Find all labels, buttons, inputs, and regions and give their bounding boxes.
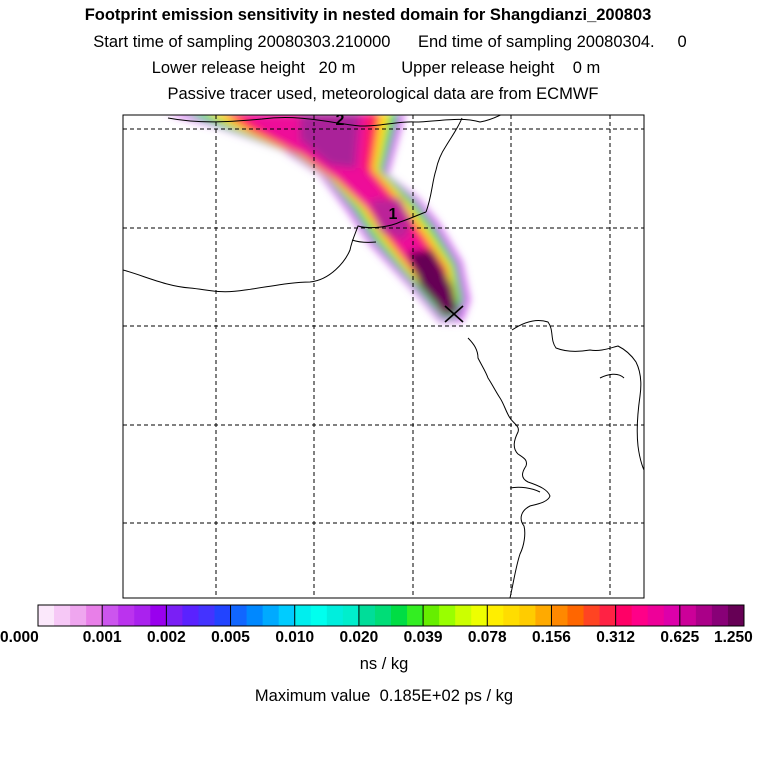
colorbar-cell — [583, 605, 601, 626]
colorbar-cell — [54, 605, 71, 626]
colorbar-tick-label: 0.000 — [0, 629, 39, 646]
colorbar-cell — [198, 605, 215, 626]
plume-core-mid — [370, 198, 412, 240]
colorbar-cell — [647, 605, 665, 626]
colorbar-cell — [487, 605, 504, 626]
colorbar-tick-label: 0.078 — [467, 629, 507, 646]
coastlines — [123, 115, 644, 598]
colorbar-units: ns / kg — [359, 655, 409, 673]
colorbar-cell — [535, 605, 552, 626]
colorbar-cell — [102, 605, 119, 626]
contour-label-1: 1 — [389, 206, 398, 223]
contour-label-2: 2 — [336, 112, 345, 129]
colorbar-tick-label: 0.002 — [146, 629, 186, 646]
colorbar-cell — [342, 605, 360, 626]
colorbar-cell — [503, 605, 520, 626]
colorbar-tick-label: 0.039 — [403, 629, 443, 646]
release-height-line: Lower release height 20 m Upper release … — [151, 59, 601, 77]
colorbar-cell — [599, 605, 617, 626]
colorbar-cell — [118, 605, 135, 626]
plume-core-south — [408, 250, 458, 316]
map-frame — [122, 114, 645, 599]
plume-band-low — [172, 115, 470, 322]
colorbar-cell — [567, 605, 585, 626]
lat-lon-grid — [123, 115, 644, 598]
colorbar-cell — [182, 605, 199, 626]
colorbar-cell — [407, 605, 424, 626]
colorbar-cell — [471, 605, 488, 626]
colorbar-cell — [615, 605, 633, 626]
colorbar-tick-label: 1.250 — [714, 629, 753, 646]
colorbar-cell — [278, 605, 296, 626]
colorbar-cell — [374, 605, 392, 626]
colorbar-cell — [262, 605, 280, 626]
colorbar-frame — [37, 604, 745, 627]
colorbar-cell — [727, 605, 745, 626]
colorbar-cell — [695, 605, 713, 626]
receptor-cross-icon — [444, 305, 464, 323]
map-panel: 2 1 — [123, 112, 644, 598]
tracer-info-line: Passive tracer used, meteorological data… — [167, 85, 599, 103]
maximum-value-note: Maximum value 0.185E+02 ps / kg — [254, 687, 514, 705]
colorbar-cell — [310, 605, 328, 626]
colorbar-cell — [326, 605, 344, 626]
figure-title: Footprint emission sensitivity in nested… — [84, 6, 652, 24]
colorbar-tick-label: 0.001 — [82, 629, 122, 646]
colorbar-cell — [70, 605, 87, 626]
colorbar-cell — [166, 605, 183, 626]
colorbar-tick-label: 0.010 — [275, 629, 315, 646]
colorbar-cell — [134, 605, 151, 626]
sampling-time-line: Start time of sampling 20080303.210000 E… — [93, 33, 687, 51]
colorbar-cell — [391, 605, 408, 626]
colorbar-tick-label: 0.020 — [339, 629, 379, 646]
colorbar-cell — [150, 605, 167, 626]
sensitivity-plume — [172, 115, 470, 322]
colorbar-tick-label: 0.005 — [211, 629, 250, 646]
colorbar-cell — [631, 605, 649, 626]
colorbar-tick-label: 0.625 — [660, 629, 700, 646]
colorbar-cell — [358, 605, 376, 626]
colorbar-tick-label: 0.156 — [532, 629, 571, 646]
colorbar-cell — [519, 605, 536, 626]
colorbar-cell — [86, 605, 103, 626]
colorbar-cell — [38, 605, 55, 626]
colorbar-cell — [423, 605, 440, 626]
colorbar-cell — [663, 605, 681, 626]
colorbar-cell — [294, 605, 312, 626]
colorbar-cell — [551, 605, 568, 626]
colorbar-cell — [214, 605, 232, 626]
colorbar-cell — [230, 605, 248, 626]
colorbar-cell — [679, 605, 697, 626]
colorbar — [37, 604, 745, 627]
colorbar-cell — [246, 605, 264, 626]
colorbar-cell — [455, 605, 472, 626]
colorbar-cell — [711, 605, 729, 626]
colorbar-tick-label: 0.312 — [596, 629, 636, 646]
colorbar-cell — [439, 605, 456, 626]
plume-core-north — [300, 115, 360, 168]
